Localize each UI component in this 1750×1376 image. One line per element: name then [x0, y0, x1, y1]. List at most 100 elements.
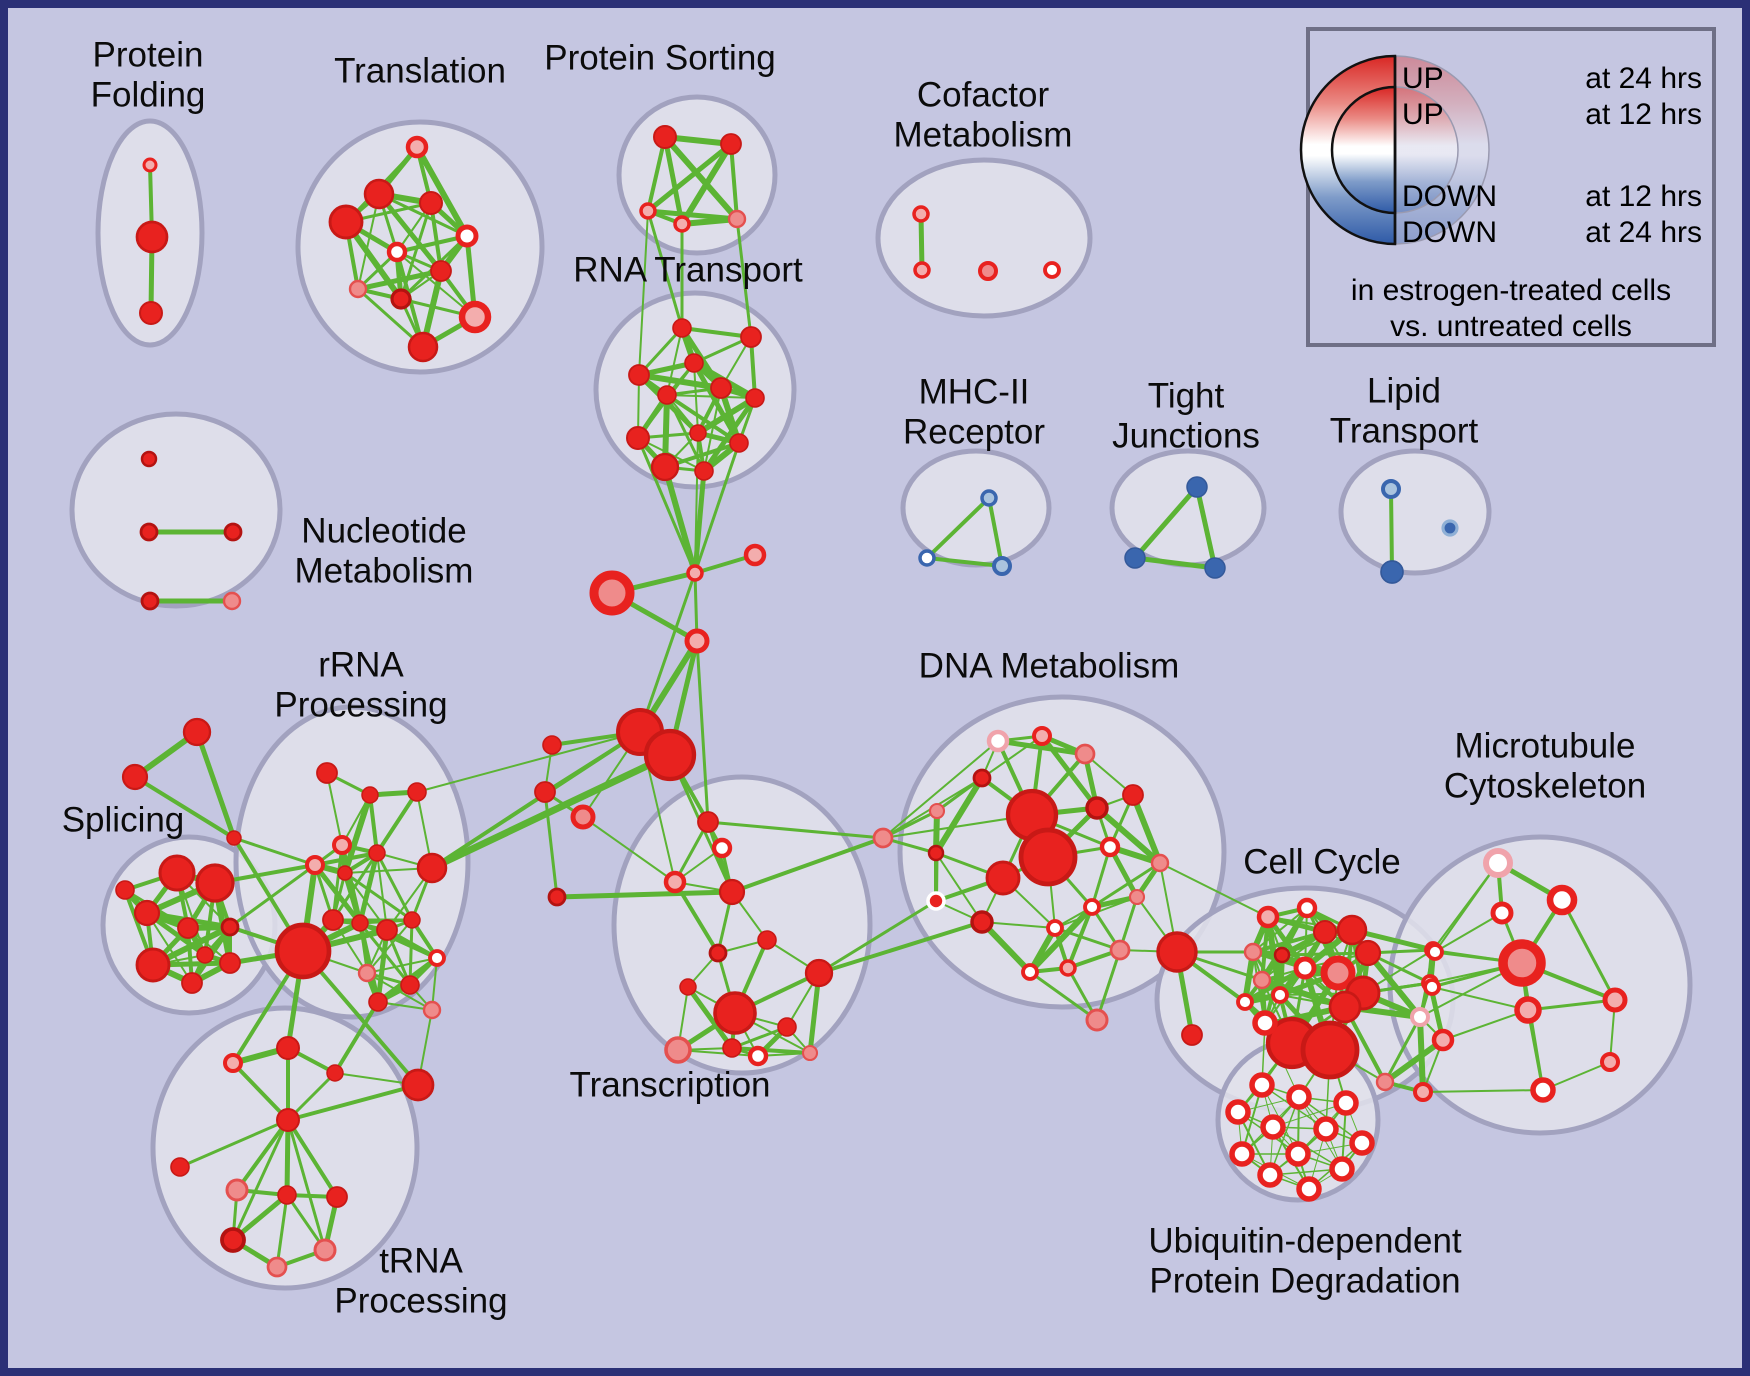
legend-time-label: at 12 hrs: [1585, 98, 1702, 131]
node-transcription: [713, 991, 757, 1035]
edge-translation: [355, 268, 444, 292]
node-protein-folding: [135, 220, 169, 254]
node-transcription: [757, 930, 777, 950]
cluster-label-microtubule-cytoskeleton: Cytoskeleton: [1444, 766, 1646, 805]
node-rrna-processing: [400, 975, 420, 995]
edge-transcription: [730, 1025, 789, 1050]
node-lipid-transport: [1380, 560, 1404, 584]
node-trna-processing: [277, 1185, 297, 1205]
node-transcription: [711, 837, 733, 859]
edge-protein-sorting: [662, 134, 740, 222]
node-dna-metabolism: [1122, 784, 1144, 806]
edge: [636, 436, 697, 575]
node-protein-folding: [142, 157, 158, 173]
edge: [882, 740, 999, 839]
cluster-label-mhc-ii-receptor: MHC-II: [919, 372, 1030, 411]
node-dna-metabolism: [928, 802, 946, 820]
node-protein-folding: [139, 301, 163, 325]
node-protein-sorting: [673, 215, 691, 233]
edge: [194, 729, 237, 841]
edge-rna-transport: [695, 395, 758, 436]
edge-rrna-processing: [375, 851, 414, 922]
cluster-label-protein-sorting: Protein Sorting: [544, 38, 776, 77]
legend-time-label: at 12 hrs: [1585, 180, 1702, 213]
node-dna-metabolism: [1021, 963, 1039, 981]
node-microtubule-cytoskeleton: [1546, 884, 1578, 916]
edge-cell-cycle: [1252, 907, 1308, 953]
edge-cell-cycle: [1280, 951, 1370, 957]
edge: [428, 751, 674, 872]
cluster-label-protein-folding: Protein: [93, 35, 204, 74]
legend-time-label: at 24 hrs: [1585, 216, 1702, 249]
node-tight-junctions: [1124, 547, 1146, 569]
edge: [232, 836, 317, 867]
edge-rna-transport: [680, 326, 753, 339]
node-microtubule-cytoskeleton: [1602, 987, 1628, 1013]
cluster-label-ubiquitin: Protein Degradation: [1149, 1261, 1460, 1300]
edge-dna-metabolism: [935, 852, 983, 923]
cluster-label-tight-junctions: Junctions: [1112, 416, 1260, 455]
node-ubiquitin: [1225, 1099, 1251, 1125]
cluster-label-cell-cycle: Cell Cycle: [1243, 842, 1401, 881]
node-translation: [407, 331, 439, 363]
edge-transcription: [673, 820, 710, 884]
edge: [918, 211, 925, 273]
node-cofactor-metabolism: [978, 261, 998, 281]
node-ubiquitin: [1333, 1090, 1359, 1116]
edge-dna-metabolism: [933, 775, 985, 856]
node-cofactor-metabolism: [1043, 261, 1061, 279]
node-microtubule-cytoskeleton: [1530, 1077, 1556, 1103]
node-ubiquitin: [1285, 1141, 1311, 1167]
edge-rna-transport: [701, 395, 758, 474]
cluster-label-mhc-ii-receptor: Receptor: [903, 412, 1045, 451]
edge-rna-transport: [703, 387, 722, 472]
edge: [1194, 484, 1218, 571]
node-dna-metabolism: [986, 729, 1010, 753]
node-dna-metabolism: [1032, 726, 1052, 746]
node-translation: [363, 178, 395, 210]
edge-rna-transport: [636, 372, 724, 391]
node-splicing: [219, 952, 241, 974]
edge-translation: [395, 234, 469, 254]
node-cell-cycle: [1375, 1072, 1395, 1092]
node-cell-cycle: [1236, 993, 1254, 1011]
edge: [231, 1061, 290, 1122]
edge: [416, 731, 641, 793]
node-connectors: [743, 543, 767, 567]
edge: [817, 899, 938, 975]
cluster-label-transcription: Transcription: [570, 1065, 771, 1104]
node-dna-metabolism: [972, 768, 992, 788]
node-mhc-ii-receptor: [980, 489, 998, 507]
nodes: [115, 125, 1628, 1278]
node-translation: [405, 135, 429, 159]
cluster-label-cofactor-metabolism: Cofactor: [917, 75, 1050, 114]
node-splicing: [135, 947, 171, 983]
edge-dna-metabolism: [1094, 805, 1163, 866]
cluster-label-rrna-processing: Processing: [274, 685, 447, 724]
edge: [695, 639, 710, 824]
node-cofactor-metabolism: [913, 261, 931, 279]
node-splicing: [220, 917, 240, 937]
edge-dna-metabolism: [981, 921, 1056, 929]
node-nucleotide-metabolism: [140, 591, 160, 611]
edge: [286, 1083, 420, 1122]
cluster-label-nucleotide-metabolism: Metabolism: [295, 551, 474, 590]
edge: [817, 920, 984, 975]
node-trna-processing: [276, 1108, 300, 1132]
node-tight-junctions: [1186, 476, 1208, 498]
node-tight-junctions: [1204, 557, 1226, 579]
edge-dna-metabolism: [1028, 970, 1099, 1022]
node-transcription: [697, 811, 719, 833]
node-rna-transport: [694, 461, 714, 481]
cluster-ellipse-nucleotide-metabolism: [69, 411, 283, 609]
node-rrna-processing: [376, 919, 398, 941]
node-protein-sorting: [727, 209, 747, 229]
edge-rrna-processing: [312, 862, 363, 926]
node-lipid-transport: [1381, 479, 1401, 499]
edge: [1159, 862, 1269, 918]
edge-dna-metabolism: [1095, 948, 1122, 1022]
edge: [694, 432, 699, 574]
node-transcription: [777, 1017, 797, 1037]
